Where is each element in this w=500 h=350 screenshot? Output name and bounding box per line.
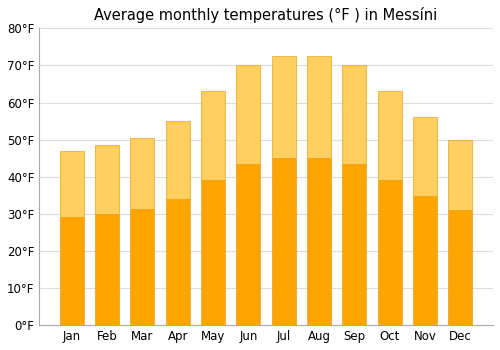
Bar [413, 196, 437, 325]
Title: Average monthly temperatures (°F ) in Messíni: Average monthly temperatures (°F ) in Me… [94, 7, 438, 23]
Bar [201, 180, 225, 325]
Bar [236, 65, 260, 164]
Bar [166, 199, 190, 325]
Bar [60, 217, 84, 325]
Bar [272, 56, 296, 158]
Bar [342, 65, 366, 164]
Bar [307, 56, 331, 158]
Bar [448, 210, 472, 325]
Bar [60, 151, 84, 217]
Bar [307, 158, 331, 325]
Bar [378, 180, 402, 325]
Bar [272, 158, 296, 325]
Bar [448, 140, 472, 210]
Bar [166, 121, 190, 199]
Bar [413, 117, 437, 196]
Bar [201, 91, 225, 180]
Bar [95, 214, 119, 325]
Bar [236, 164, 260, 325]
Bar [95, 145, 119, 214]
Bar [130, 138, 154, 209]
Bar [130, 209, 154, 325]
Bar [378, 91, 402, 180]
Bar [342, 164, 366, 325]
